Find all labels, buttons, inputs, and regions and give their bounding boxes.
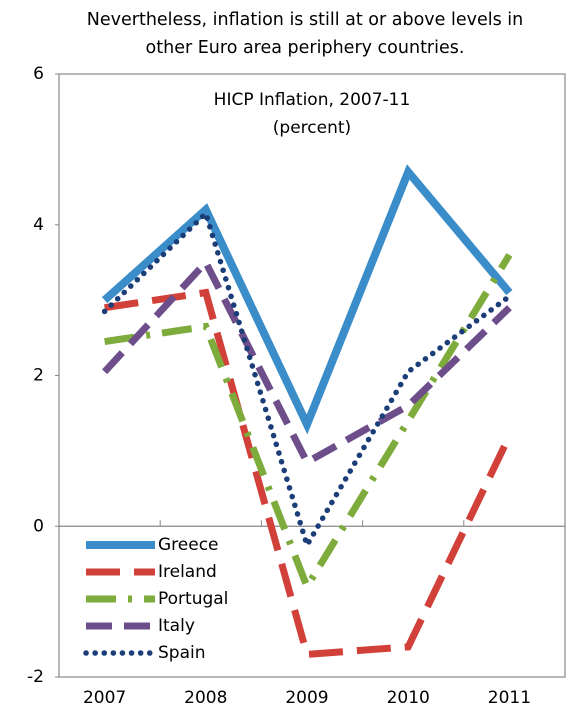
x-tick-label: 2007 (83, 688, 126, 708)
x-tick-label: 2008 (184, 688, 227, 708)
y-tick-label: 4 (33, 215, 44, 235)
legend-label: Ireland (158, 562, 217, 582)
plot-frame (58, 73, 566, 678)
x-tick-label: 2010 (387, 688, 430, 708)
legend-label: Greece (158, 535, 219, 555)
legend-label: Portugal (158, 589, 228, 609)
series-line (102, 256, 512, 468)
legend-label: Italy (158, 616, 195, 636)
series-line (101, 208, 513, 552)
series-line (104, 253, 513, 595)
x-tick-label: 2011 (488, 688, 531, 708)
legend-label: Spain (158, 643, 206, 663)
x-tick-label: 2009 (285, 688, 328, 708)
y-tick-label: 0 (33, 516, 44, 536)
chart-title: other Euro area periphery countries. (146, 38, 465, 58)
y-tick-label: -2 (27, 667, 44, 687)
chart-subtitle: (percent) (273, 118, 351, 138)
y-tick-label: 6 (33, 64, 44, 84)
chart-subtitle: HICP Inflation, 2007-11 (214, 90, 411, 110)
y-tick-label: 2 (33, 366, 44, 386)
series-line (101, 164, 513, 435)
chart-title: Nevertheless, inflation is still at or a… (87, 10, 523, 30)
